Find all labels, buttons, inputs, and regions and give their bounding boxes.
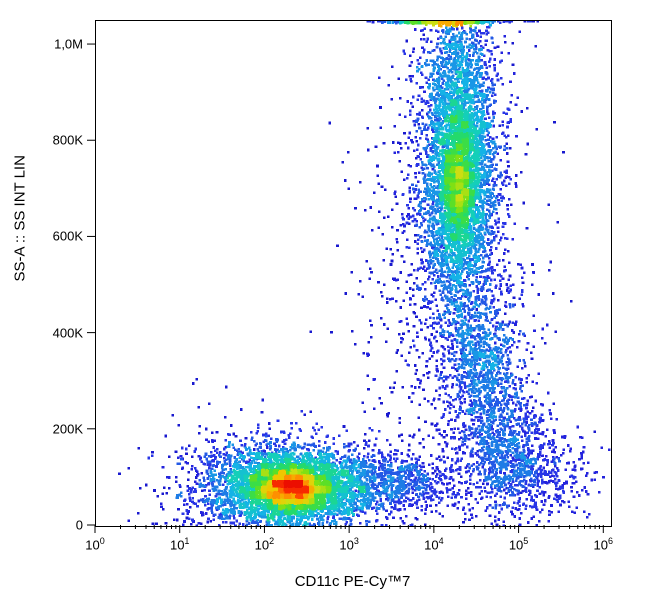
x-axis-label: CD11c PE-Cy™7 [95, 573, 610, 590]
x-tick-label: 104 [424, 536, 443, 552]
axis-ticks [0, 0, 650, 615]
x-tick-label: 101 [170, 536, 189, 552]
flow-cytometry-plot: SS-A :: SS INT LIN CD11c PE-Cy™7 0 200K 40… [0, 0, 650, 615]
y-tick-label: 600K [53, 229, 83, 244]
x-tick-label: 105 [509, 536, 528, 552]
y-tick-label: 800K [53, 133, 83, 148]
x-tick-label: 102 [255, 536, 274, 552]
y-tick-label: 1,0M [54, 37, 83, 52]
y-axis-label: SS-A :: SS INT LIN [12, 261, 29, 281]
y-tick-label: 400K [53, 325, 83, 340]
x-tick-label: 106 [594, 536, 613, 552]
x-tick-label: 103 [339, 536, 358, 552]
x-tick-label: 100 [85, 536, 104, 552]
y-tick-label: 200K [53, 421, 83, 436]
y-tick-label: 0 [76, 518, 83, 533]
